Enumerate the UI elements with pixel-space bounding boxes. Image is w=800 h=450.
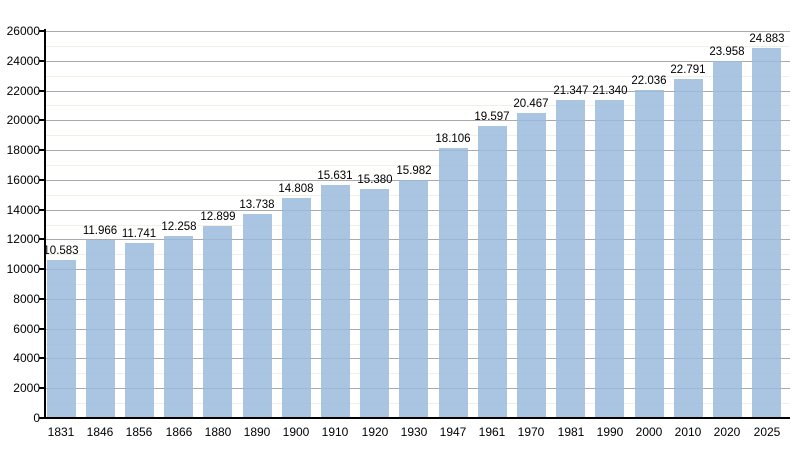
y-axis-tick [39, 387, 45, 389]
gridline-major [46, 91, 790, 92]
x-axis-label: 1920 [361, 425, 389, 439]
y-axis-label: 18000 [6, 143, 40, 157]
x-axis-label: 1947 [439, 425, 467, 439]
bar-value-label: 15.982 [396, 165, 432, 177]
bar-1990 [595, 100, 624, 418]
plot-area [46, 31, 790, 418]
y-axis-label: 4000 [13, 351, 40, 365]
bar-value-label: 21.347 [553, 85, 589, 97]
bar-value-label: 21.340 [592, 85, 628, 97]
x-axis-label: 1990 [596, 425, 624, 439]
gridline-minor [46, 76, 790, 77]
bar-1961 [478, 126, 507, 418]
x-axis-label: 1900 [282, 425, 310, 439]
x-axis-label: 2020 [713, 425, 741, 439]
bar-value-label: 12.258 [161, 221, 197, 233]
y-axis-tick [39, 30, 45, 32]
gridline-major [46, 61, 790, 62]
y-axis-tick [39, 238, 45, 240]
bar-1866 [164, 236, 193, 418]
x-axis-label: 1880 [204, 425, 232, 439]
x-axis-label: 1930 [400, 425, 428, 439]
x-axis-label: 1970 [517, 425, 545, 439]
bar-1856 [125, 243, 154, 418]
bar-value-label: 12.899 [200, 211, 236, 223]
gridline-minor [46, 105, 790, 106]
y-axis-label: 14000 [6, 203, 40, 217]
bar-value-label: 14.808 [278, 183, 314, 195]
y-axis-tick [39, 149, 45, 151]
x-axis-label: 2010 [674, 425, 702, 439]
gridline-minor [46, 46, 790, 47]
bar-1947 [439, 148, 468, 418]
y-axis-label: 10000 [6, 262, 40, 276]
y-axis-label: 20000 [6, 113, 40, 127]
y-axis-line [44, 29, 46, 418]
bar-1920 [360, 189, 389, 418]
bar-1846 [86, 240, 115, 418]
x-axis-label: 1910 [321, 425, 349, 439]
y-axis-tick [39, 119, 45, 121]
bar-value-label: 23.958 [709, 46, 745, 58]
x-axis-label: 1961 [478, 425, 506, 439]
bar-value-label: 15.380 [357, 174, 393, 186]
y-axis-label: 16000 [6, 173, 40, 187]
y-axis-label: 0 [33, 411, 40, 425]
gridline-major [46, 150, 790, 151]
bar-2000 [635, 90, 664, 418]
bar-value-label: 24.883 [749, 33, 785, 45]
bar-1981 [556, 100, 585, 418]
bar-1930 [399, 180, 428, 418]
gridline-major [46, 120, 790, 121]
bar-1970 [517, 113, 546, 418]
bar-value-label: 10.583 [43, 245, 79, 257]
y-axis-tick [39, 357, 45, 359]
bar-1831 [47, 260, 76, 418]
bar-value-label: 11.741 [121, 228, 157, 240]
y-axis-label: 8000 [13, 292, 40, 306]
x-axis-label: 2000 [635, 425, 663, 439]
bar-value-label: 13.738 [239, 199, 275, 211]
x-axis-label: 1890 [243, 425, 271, 439]
x-axis-label: 1831 [47, 425, 75, 439]
y-axis-label: 12000 [6, 232, 40, 246]
gridline-major [46, 31, 790, 32]
bar-value-label: 11.966 [82, 225, 118, 237]
y-axis-tick [39, 90, 45, 92]
bar-1910 [321, 185, 350, 418]
y-axis-tick [39, 268, 45, 270]
y-axis-tick [39, 298, 45, 300]
x-axis-label: 1866 [165, 425, 193, 439]
gridline-minor [46, 165, 790, 166]
y-axis-tick [39, 179, 45, 181]
bar-2010 [674, 79, 703, 418]
bar-2025 [752, 48, 781, 418]
bar-1890 [243, 214, 272, 418]
y-axis-label: 22000 [6, 84, 40, 98]
y-axis-label: 6000 [13, 322, 40, 336]
bar-2020 [713, 61, 742, 418]
y-axis-tick [39, 417, 45, 419]
y-axis-tick [39, 209, 45, 211]
bar-value-label: 18.106 [435, 133, 471, 145]
y-axis-label: 2000 [13, 381, 40, 395]
bar-value-label: 22.036 [631, 75, 667, 87]
bar-value-label: 19.597 [474, 111, 510, 123]
y-axis-label: 24000 [6, 54, 40, 68]
x-axis-label: 2025 [753, 425, 781, 439]
x-axis-label: 1846 [86, 425, 114, 439]
x-axis-label: 1856 [125, 425, 153, 439]
bar-value-label: 20.467 [513, 98, 549, 110]
y-axis-tick [39, 60, 45, 62]
x-axis-label: 1981 [557, 425, 585, 439]
y-axis-label: 26000 [6, 24, 40, 38]
x-axis-line [44, 417, 790, 419]
bar-1900 [282, 198, 311, 418]
bar-value-label: 22.791 [670, 64, 706, 76]
bar-1880 [203, 226, 232, 418]
gridline-minor [46, 135, 790, 136]
bar-value-label: 15.631 [317, 170, 353, 182]
y-axis-tick [39, 328, 45, 330]
